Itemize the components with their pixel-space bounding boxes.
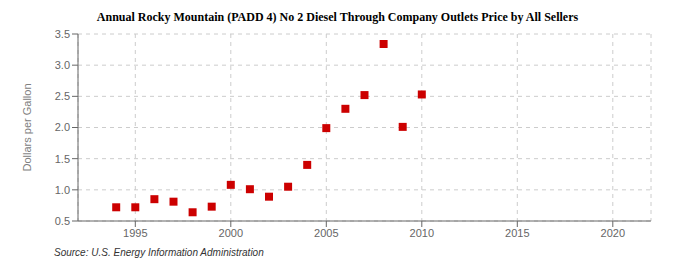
svg-text:0.5: 0.5 — [55, 215, 70, 227]
svg-text:2000: 2000 — [219, 227, 243, 239]
svg-text:1995: 1995 — [123, 227, 147, 239]
svg-text:1.0: 1.0 — [55, 184, 70, 196]
svg-text:2015: 2015 — [505, 227, 529, 239]
svg-text:2020: 2020 — [601, 227, 625, 239]
svg-text:2005: 2005 — [314, 227, 338, 239]
svg-text:3.0: 3.0 — [55, 59, 70, 71]
svg-text:2010: 2010 — [410, 227, 434, 239]
svg-text:Dollars per Gallon: Dollars per Gallon — [21, 83, 33, 171]
svg-text:2.5: 2.5 — [55, 90, 70, 102]
svg-text:3.5: 3.5 — [55, 28, 70, 40]
svg-text:2.0: 2.0 — [55, 121, 70, 133]
svg-text:1.5: 1.5 — [55, 153, 70, 165]
html-text:Annual Rocky Mountain (PADD 4): Annual Rocky Mountain (PADD 4) No 2 Dies… — [96, 10, 579, 24]
html-text:Source: U.S. Energy Informatio: Source: U.S. Energy Information Administ… — [54, 247, 264, 258]
